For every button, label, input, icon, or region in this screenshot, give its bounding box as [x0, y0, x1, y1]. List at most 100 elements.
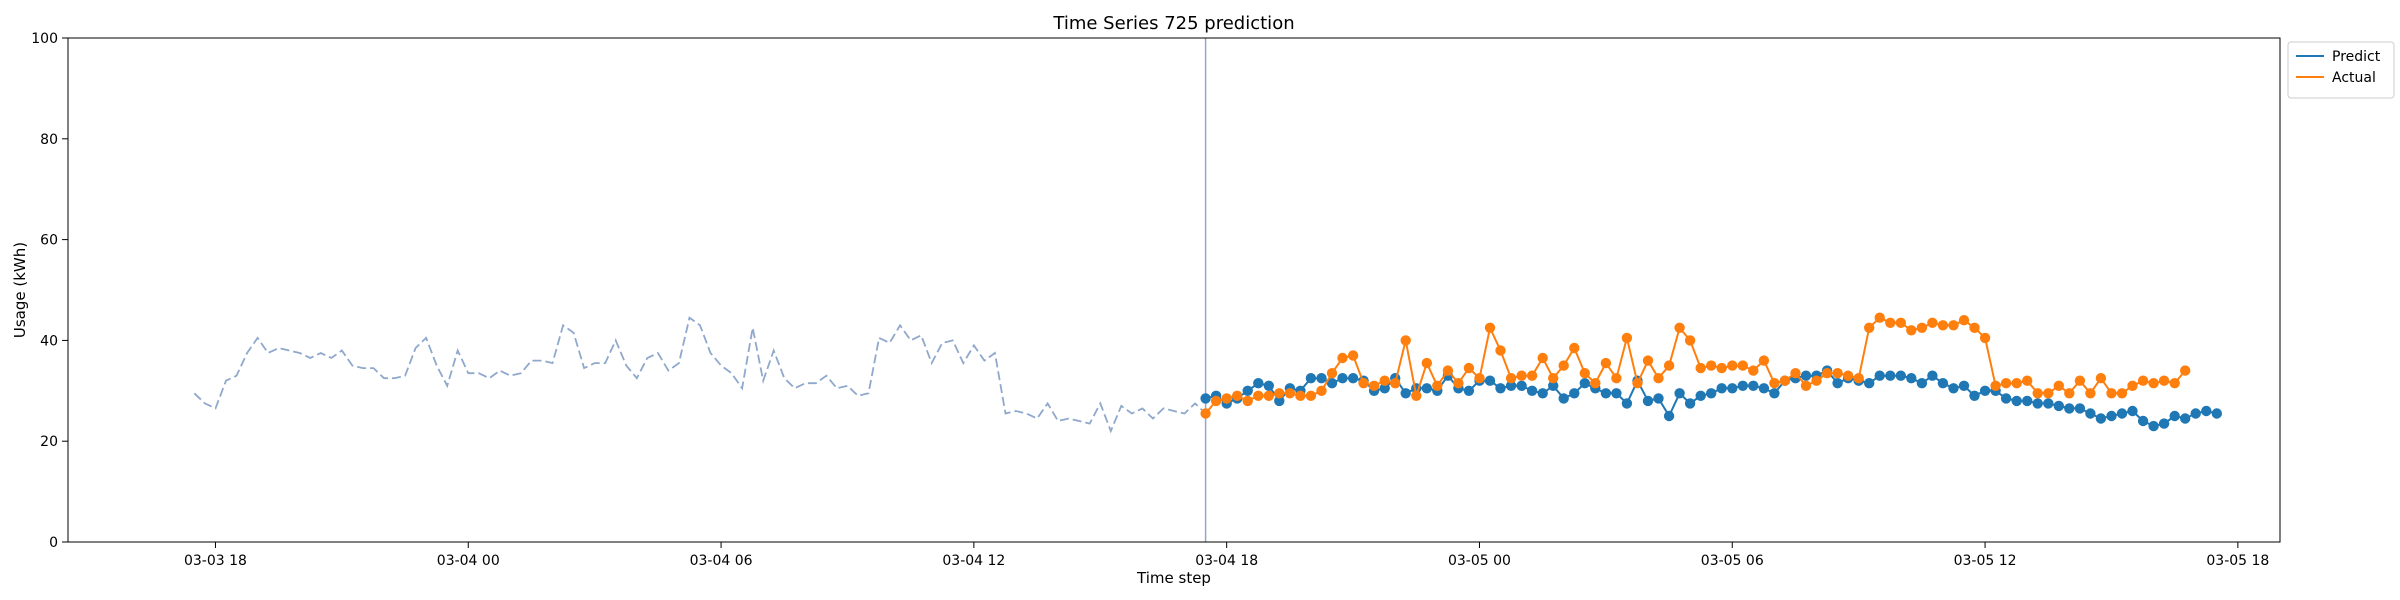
data-point-predict: [1537, 388, 1548, 399]
data-point-actual: [1906, 325, 1917, 336]
data-point-predict: [1316, 373, 1327, 384]
data-point-actual: [2158, 375, 2170, 386]
x-tick-label: 03-05 12: [1954, 553, 2017, 569]
data-point-predict: [1347, 373, 1359, 384]
data-point-actual: [1758, 355, 1770, 366]
data-point-actual: [1895, 317, 1907, 328]
data-point-actual: [1200, 408, 1211, 419]
data-point-predict: [1653, 393, 1664, 404]
data-point-actual: [1221, 393, 1232, 404]
data-point-predict: [1516, 380, 1527, 391]
data-point-predict: [1758, 383, 1770, 394]
history-layer: [193, 316, 1207, 434]
data-point-actual: [2074, 375, 2086, 386]
x-axis: 03-03 18 03-04 00 03-04 06 03-04 12 03-04 18…: [184, 542, 2269, 569]
data-point-predict: [1684, 398, 1696, 409]
y-tick-label: 100: [31, 31, 58, 47]
data-point-actual: [1579, 368, 1591, 379]
data-point-predict: [1337, 373, 1348, 384]
history-line: [193, 316, 1207, 434]
data-point-predict: [1579, 378, 1591, 389]
data-point-predict: [2053, 400, 2064, 412]
data-point-actual: [2064, 388, 2075, 399]
y-tick-label: 80: [40, 132, 58, 148]
y-tick-label: 0: [49, 535, 58, 551]
data-point-predict: [1674, 388, 1685, 399]
data-point-predict: [1611, 388, 1622, 399]
data-point-actual: [1716, 362, 1727, 374]
data-point-predict: [2022, 395, 2033, 407]
data-point-predict: [1937, 378, 1949, 389]
data-point-actual: [1358, 378, 1369, 389]
series-actual: [1200, 312, 2191, 419]
data-point-predict: [1200, 393, 1211, 404]
data-point-actual: [1347, 350, 1359, 361]
data-point-actual: [1274, 388, 1285, 399]
data-point-actual: [1263, 390, 1275, 401]
data-point-actual: [2148, 378, 2159, 389]
data-point-predict: [1895, 370, 1907, 381]
data-point-actual: [1885, 317, 1896, 328]
data-point-actual: [1295, 390, 1306, 401]
data-point-predict: [1737, 380, 1749, 391]
data-point-predict: [2211, 408, 2222, 419]
x-tick-label: 03-05 06: [1701, 553, 1764, 569]
legend: Predict Actual: [2287, 41, 2395, 99]
data-point-actual: [1284, 388, 1296, 399]
data-point-predict: [1948, 383, 1959, 394]
data-point-actual: [1326, 368, 1338, 379]
data-point-predict: [1400, 388, 1411, 399]
data-point-actual: [2095, 373, 2107, 384]
data-point-actual: [2011, 378, 2022, 389]
data-point-predict: [1906, 373, 1917, 384]
data-point-actual: [1874, 312, 1885, 323]
data-point-actual: [2022, 375, 2033, 386]
data-point-actual: [1484, 322, 1496, 333]
data-point-actual: [1969, 322, 1980, 333]
data-point-predict: [1769, 388, 1780, 399]
x-tick-label: 03-05 18: [2206, 553, 2269, 569]
data-point-actual: [1558, 360, 1569, 371]
y-tick-label: 60: [40, 233, 58, 249]
data-point-actual: [1653, 373, 1664, 384]
data-point-actual: [1842, 370, 1854, 381]
data-point-predict: [1526, 385, 1538, 396]
data-point-predict: [2032, 398, 2043, 409]
data-point-actual: [1821, 368, 1833, 379]
data-point-actual: [1505, 373, 1517, 384]
data-point-predict: [1706, 388, 1717, 399]
data-point-actual: [1937, 320, 1949, 331]
x-tick-label: 03-04 12: [942, 553, 1005, 569]
data-point-predict: [1958, 380, 1970, 391]
data-point-predict: [1979, 385, 1991, 396]
data-point-predict: [1663, 410, 1675, 422]
series-line-actual: [1204, 316, 2186, 415]
data-point-actual: [1779, 375, 1791, 386]
data-point-actual: [1600, 357, 1612, 369]
data-point-predict: [2127, 405, 2138, 417]
data-point-actual: [1684, 335, 1696, 346]
data-point-predict: [1864, 378, 1875, 389]
data-point-predict: [2137, 415, 2149, 427]
data-point-actual: [1526, 370, 1538, 381]
y-tick-label: 40: [40, 333, 58, 349]
data-point-actual: [1432, 380, 1443, 391]
data-point-predict: [2201, 405, 2212, 417]
data-point-predict: [1885, 370, 1896, 381]
y-axis: 0 20 40 60 80 100: [31, 31, 68, 551]
data-point-predict: [2180, 413, 2191, 424]
data-point-actual: [2053, 380, 2064, 391]
data-point-actual: [1706, 360, 1717, 371]
data-point-actual: [1958, 315, 1970, 326]
data-point-actual: [1474, 373, 1485, 384]
data-point-predict: [2095, 413, 2107, 424]
data-point-actual: [1537, 352, 1548, 364]
data-point-predict: [1621, 398, 1633, 409]
y-axis-label: Usage (kWh): [11, 242, 29, 338]
data-point-actual: [1337, 352, 1348, 364]
x-tick-label: 03-04 18: [1195, 553, 1258, 569]
data-point-actual: [1663, 360, 1675, 371]
data-point-actual: [1990, 380, 2001, 391]
data-point-predict: [1695, 390, 1706, 401]
